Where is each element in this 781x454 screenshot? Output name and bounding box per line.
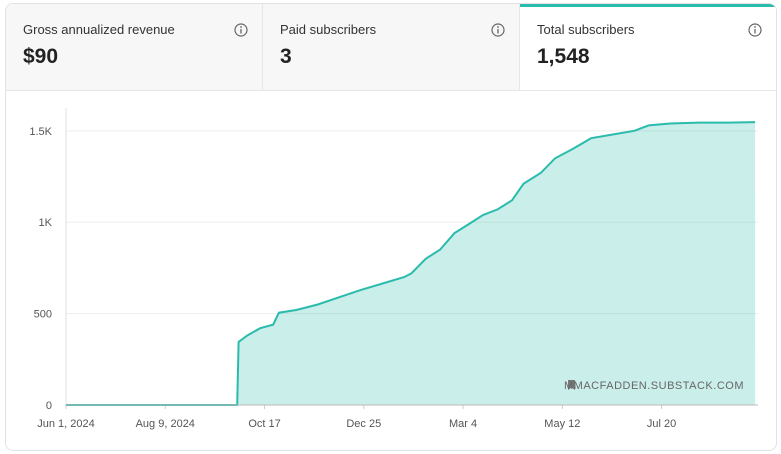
line bbox=[66, 121, 756, 406]
dashboard-card: Gross annualized revenue $90 Paid subscr… bbox=[5, 3, 777, 451]
metric-value: 3 bbox=[280, 45, 292, 68]
y-tick-label: 0 bbox=[46, 400, 52, 412]
info-icon[interactable] bbox=[748, 23, 762, 37]
chart: 0 500 1K 1.5K Jun 1, 2024 Aug 9, 2024 Oct 17 De… bbox=[29, 108, 758, 430]
x-tick-label: Dec 25 bbox=[346, 418, 381, 430]
metric-tab[interactable]: Total subscribers 1,548 bbox=[520, 4, 776, 90]
y-tick-label: 1.5K bbox=[29, 126, 52, 138]
metric-label: Total subscribers bbox=[537, 22, 635, 37]
x-tick-label: Jun 1, 2024 bbox=[37, 418, 95, 430]
x-tick-label: Mar 4 bbox=[449, 418, 477, 430]
bookmark-icon bbox=[568, 380, 575, 390]
info-icon[interactable] bbox=[234, 23, 248, 37]
area bbox=[66, 122, 756, 405]
x-tick-label: May 12 bbox=[544, 418, 580, 430]
metric-tab[interactable]: Paid subscribers 3 bbox=[263, 4, 520, 90]
y-tick-label: 500 bbox=[34, 309, 52, 321]
metric-tabs: Gross annualized revenue $90 Paid subscr… bbox=[6, 4, 776, 91]
metric-value: 1,548 bbox=[537, 45, 590, 68]
x-tick-label: Oct 17 bbox=[248, 418, 280, 430]
watermark: MMACFADDEN.SUBSTACK.COM bbox=[564, 380, 744, 392]
metric-tab[interactable]: Gross annualized revenue $90 bbox=[6, 4, 263, 90]
x-tick-label: Aug 9, 2024 bbox=[136, 418, 195, 430]
metric-value: $90 bbox=[23, 45, 59, 68]
info-icon[interactable] bbox=[491, 23, 505, 37]
x-tick-label: Jul 20 bbox=[647, 418, 676, 430]
metric-label: Gross annualized revenue bbox=[23, 22, 175, 37]
y-tick-label: 1K bbox=[39, 217, 53, 229]
metric-label: Paid subscribers bbox=[280, 22, 377, 37]
